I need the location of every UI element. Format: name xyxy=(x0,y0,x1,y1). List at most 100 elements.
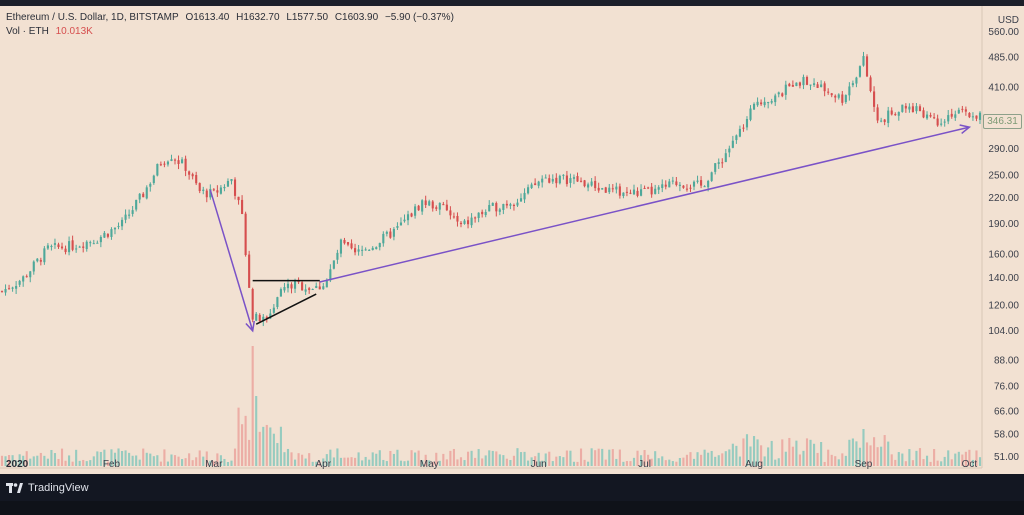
volume-bar xyxy=(290,452,293,466)
candle-body xyxy=(745,119,749,128)
candle-body xyxy=(915,106,918,112)
candle-body xyxy=(742,127,745,129)
volume-bar xyxy=(760,445,763,466)
candle-body xyxy=(760,102,763,105)
volume-bar xyxy=(625,461,628,466)
volume-bar xyxy=(675,461,678,466)
volume-bar xyxy=(880,446,883,466)
candle-body xyxy=(301,282,304,291)
candle-body xyxy=(728,148,731,153)
candle-body xyxy=(738,128,741,137)
candle-body xyxy=(233,179,237,196)
candle-body xyxy=(848,86,851,96)
candle-body xyxy=(8,288,11,290)
volume-bar xyxy=(700,454,703,466)
candle-body xyxy=(71,240,74,250)
candle-body xyxy=(601,188,604,190)
volume-bar xyxy=(304,458,307,466)
volume-bar xyxy=(608,449,611,466)
volume-bar xyxy=(795,440,798,466)
candle-body xyxy=(322,286,325,290)
candle-body xyxy=(354,248,357,253)
volume-bar xyxy=(647,454,650,466)
volume-bar xyxy=(505,458,508,466)
candle-body xyxy=(237,196,240,201)
candle-body xyxy=(226,180,230,187)
candle-body xyxy=(477,212,480,219)
volume-bar xyxy=(385,461,388,466)
volume-bar xyxy=(357,452,360,466)
volume-bar xyxy=(375,453,378,466)
candle-body xyxy=(406,214,410,221)
volume-bar xyxy=(576,461,579,466)
volume-bar xyxy=(689,452,692,466)
candle-body xyxy=(890,110,893,115)
volume-bar xyxy=(491,450,494,466)
candle-body xyxy=(604,187,607,193)
volume-bar xyxy=(92,456,95,466)
tradingview-logo[interactable]: TradingView xyxy=(6,481,89,495)
volume-bar xyxy=(142,448,145,466)
candle-body xyxy=(639,189,643,196)
x-tick-label: Mar xyxy=(205,459,223,470)
candle-body xyxy=(459,222,463,225)
volume-bar xyxy=(258,431,261,466)
chart-canvas[interactable]: 560.00 485.00 410.00 290.00 250.00 220.00 190.… xyxy=(0,6,1024,474)
plot-area[interactable]: 560.00 485.00 410.00 290.00 250.00 220.00 190.… xyxy=(0,6,1024,474)
volume-bar xyxy=(844,455,847,466)
volume-bar xyxy=(749,446,752,466)
candle-body xyxy=(802,76,805,86)
volume-bar xyxy=(534,456,537,466)
candle-body xyxy=(269,313,272,319)
volume-bar xyxy=(71,461,74,466)
candle-body xyxy=(43,248,46,263)
volume-bar xyxy=(597,448,600,466)
volume-bar xyxy=(198,450,201,466)
candle-body xyxy=(717,162,720,164)
volume-bar xyxy=(403,461,406,466)
candle-body xyxy=(731,140,734,148)
volume-bar xyxy=(8,455,11,466)
volume-bar xyxy=(322,458,325,466)
volume-bar xyxy=(244,415,247,466)
change-value: −5.90 (−0.37%) xyxy=(384,12,454,23)
volume-bar xyxy=(272,433,275,466)
volume-bar xyxy=(262,426,265,466)
volume-bar xyxy=(611,449,614,466)
volume-bar xyxy=(138,459,141,466)
last-price-badge: 346.31 xyxy=(983,114,1022,129)
candle-body xyxy=(887,110,890,123)
candle-body xyxy=(978,112,982,120)
candle-body xyxy=(615,186,618,190)
volume-bar xyxy=(541,460,544,466)
volume-bar xyxy=(438,460,441,466)
candle-body xyxy=(784,84,787,95)
candle-body xyxy=(145,187,148,199)
volume-bar xyxy=(763,456,766,466)
volume-bar xyxy=(145,452,148,466)
candle-body xyxy=(96,242,99,244)
y-tick-label: 290.00 xyxy=(988,144,1019,155)
candle-body xyxy=(442,204,445,206)
volume-bar xyxy=(530,457,533,466)
candle-body xyxy=(46,245,49,249)
candle-body xyxy=(276,297,279,308)
volume-bar xyxy=(703,449,706,466)
candle-body xyxy=(551,178,554,182)
volume-bar xyxy=(961,454,964,466)
volume-bar xyxy=(18,454,21,466)
volume-bar xyxy=(502,455,505,466)
candle-body xyxy=(579,180,583,182)
candle-body xyxy=(774,95,777,103)
candle-body xyxy=(346,242,350,245)
candle-body xyxy=(555,177,558,184)
volume-bar xyxy=(805,438,809,466)
candle-body xyxy=(548,178,551,183)
volume-bar xyxy=(184,458,187,466)
candle-body xyxy=(332,260,335,269)
candle-body xyxy=(894,114,897,116)
candle-body xyxy=(25,276,28,278)
volume-bar xyxy=(572,461,576,466)
volume-bar xyxy=(339,457,343,466)
candle-body xyxy=(188,171,191,175)
